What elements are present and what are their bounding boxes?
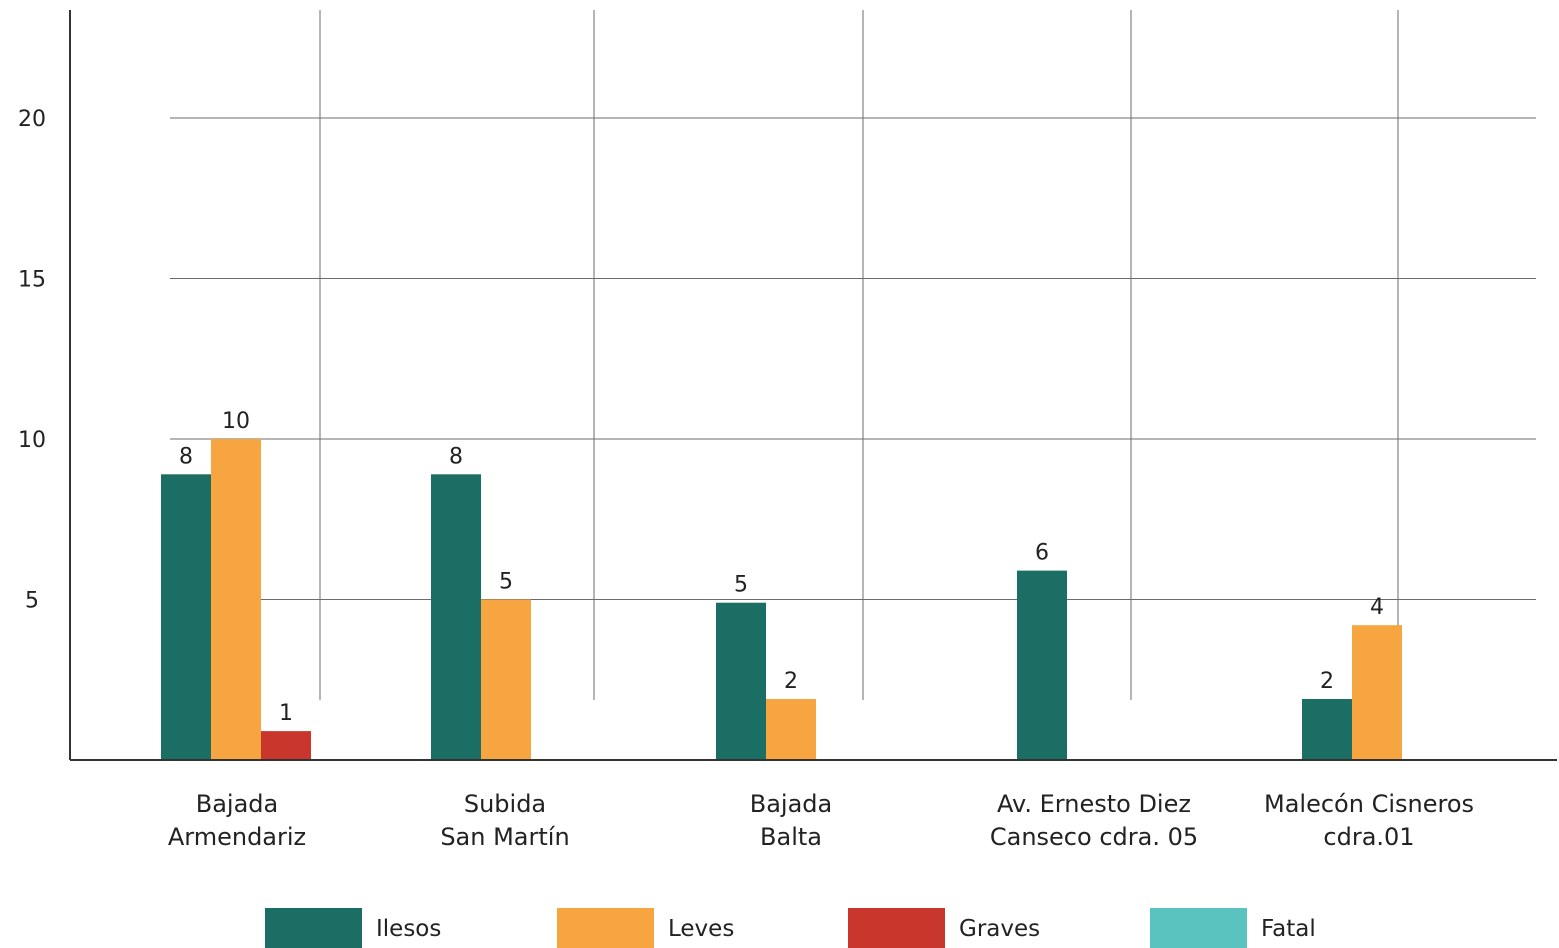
bar-leves-2 [766, 699, 816, 760]
bar-ilesos-0 [161, 474, 211, 760]
category-label-line: Balta [760, 823, 822, 851]
bar-leves-1 [481, 599, 531, 760]
y-tick-labels: 5 10 15 20 [18, 107, 46, 614]
y-tick-label: 10 [18, 428, 46, 453]
category-label-line: Bajada [750, 790, 833, 818]
data-label: 1 [279, 701, 293, 726]
category-label-line: cdra.01 [1323, 823, 1414, 851]
category-label-line: Subida [464, 790, 546, 818]
data-label: 5 [734, 573, 748, 598]
bar-leves-0 [211, 439, 261, 760]
legend-label-graves: Graves [959, 916, 1040, 942]
category-label: Subida San Martín [440, 790, 569, 851]
bar-ilesos-2 [716, 602, 766, 760]
axes [69, 10, 1557, 761]
legend-swatch-ilesos [265, 908, 362, 948]
legend-swatch-graves [848, 908, 945, 948]
category-label: Bajada Armendariz [168, 790, 306, 851]
bar-ilesos-4 [1302, 699, 1352, 760]
category-label: Malecón Cisneros cdra.01 [1264, 790, 1474, 851]
legend-swatch-fatal [1150, 908, 1247, 948]
bar-leves-4 [1352, 625, 1402, 760]
gridlines [170, 10, 1536, 700]
data-label: 5 [499, 570, 513, 595]
legend-label-fatal: Fatal [1261, 916, 1316, 942]
data-label: 6 [1035, 541, 1049, 566]
data-label: 8 [179, 444, 193, 469]
legend: Ilesos Leves Graves Fatal [265, 908, 1316, 948]
category-label-line: Canseco cdra. 05 [990, 823, 1198, 851]
bars [161, 439, 1402, 760]
category-label-line: San Martín [440, 823, 569, 851]
category-label: Av. Ernesto Diez Canseco cdra. 05 [990, 790, 1198, 851]
data-label: 4 [1370, 595, 1384, 620]
legend-swatch-leves [557, 908, 654, 948]
category-label-line: Av. Ernesto Diez [997, 790, 1191, 818]
y-tick-label: 5 [25, 589, 39, 614]
data-label: 10 [222, 409, 250, 434]
data-label: 2 [1320, 669, 1334, 694]
bar-ilesos-3 [1017, 570, 1067, 760]
category-label: Bajada Balta [750, 790, 833, 851]
y-tick-label: 20 [18, 107, 46, 132]
category-label-line: Malecón Cisneros [1264, 790, 1474, 818]
legend-label-ilesos: Ilesos [376, 916, 441, 942]
data-labels: 8 10 1 8 5 5 2 6 2 4 [179, 409, 1384, 726]
legend-label-leves: Leves [668, 916, 734, 942]
data-label: 2 [784, 669, 798, 694]
bar-ilesos-1 [431, 474, 481, 760]
category-label-line: Armendariz [168, 823, 306, 851]
bar-graves-0 [261, 731, 311, 760]
data-label: 8 [449, 444, 463, 469]
y-tick-label: 15 [18, 268, 46, 293]
category-label-line: Bajada [196, 790, 279, 818]
